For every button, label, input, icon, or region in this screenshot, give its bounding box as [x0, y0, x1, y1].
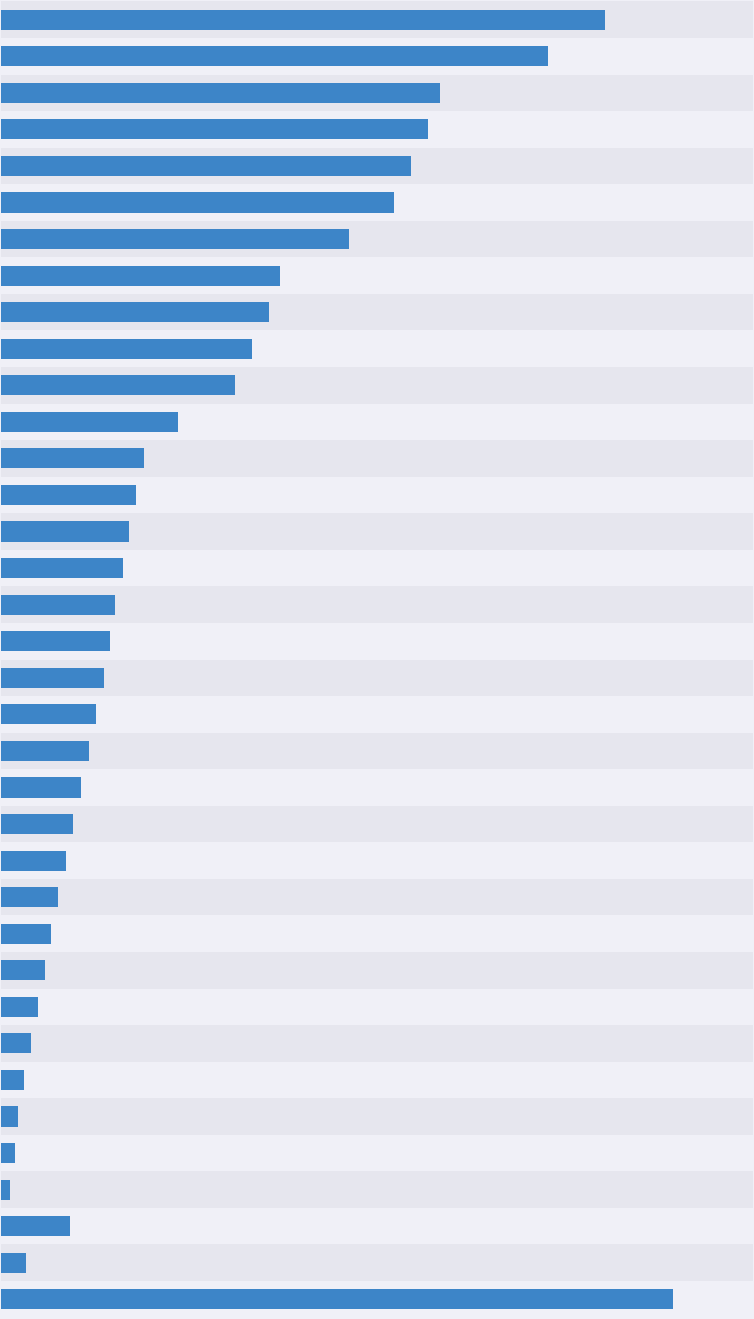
- Bar: [2, 1099, 752, 1134]
- Bar: [2, 1281, 752, 1318]
- Bar: [2, 806, 752, 843]
- Bar: [2, 1, 752, 38]
- Bar: [2, 1171, 752, 1208]
- Bar: [2, 704, 96, 724]
- Bar: [2, 265, 280, 286]
- Bar: [2, 587, 752, 623]
- Bar: [2, 375, 234, 396]
- Bar: [2, 119, 428, 140]
- Bar: [2, 777, 81, 798]
- Bar: [2, 257, 752, 294]
- Bar: [2, 412, 178, 431]
- Bar: [2, 46, 547, 66]
- Bar: [2, 111, 752, 148]
- Bar: [2, 9, 605, 30]
- Bar: [2, 1107, 18, 1126]
- Bar: [2, 302, 269, 322]
- Bar: [2, 294, 752, 331]
- Bar: [2, 156, 411, 175]
- Bar: [2, 331, 752, 367]
- Bar: [2, 696, 752, 732]
- Bar: [2, 997, 38, 1017]
- Bar: [2, 1179, 11, 1200]
- Bar: [2, 441, 752, 476]
- Bar: [2, 1253, 26, 1273]
- Bar: [2, 623, 752, 660]
- Bar: [2, 550, 752, 587]
- Bar: [2, 1025, 752, 1062]
- Bar: [2, 1134, 752, 1171]
- Bar: [2, 220, 752, 257]
- Bar: [2, 193, 394, 212]
- Bar: [2, 732, 752, 769]
- Bar: [2, 741, 89, 761]
- Bar: [2, 814, 73, 834]
- Bar: [2, 38, 752, 74]
- Bar: [2, 513, 752, 550]
- Bar: [2, 595, 115, 615]
- Bar: [2, 339, 252, 359]
- Bar: [2, 1144, 15, 1163]
- Bar: [2, 1245, 752, 1281]
- Bar: [2, 485, 136, 505]
- Bar: [2, 1062, 752, 1099]
- Bar: [2, 185, 752, 220]
- Bar: [2, 74, 752, 111]
- Bar: [2, 851, 66, 871]
- Bar: [2, 667, 104, 687]
- Bar: [2, 632, 109, 652]
- Bar: [2, 988, 752, 1025]
- Bar: [2, 660, 752, 696]
- Bar: [2, 148, 752, 185]
- Bar: [2, 878, 752, 915]
- Bar: [2, 888, 58, 907]
- Bar: [2, 1033, 31, 1054]
- Bar: [2, 1070, 24, 1089]
- Bar: [2, 230, 348, 249]
- Bar: [2, 843, 752, 878]
- Bar: [2, 923, 51, 944]
- Bar: [2, 404, 752, 441]
- Bar: [2, 1208, 752, 1245]
- Bar: [2, 1289, 673, 1310]
- Bar: [2, 521, 129, 542]
- Bar: [2, 448, 144, 468]
- Bar: [2, 367, 752, 404]
- Bar: [2, 476, 752, 513]
- Bar: [2, 558, 123, 578]
- Bar: [2, 769, 752, 806]
- Bar: [2, 952, 752, 988]
- Bar: [2, 83, 440, 103]
- Bar: [2, 1216, 69, 1236]
- Bar: [2, 960, 44, 980]
- Bar: [2, 915, 752, 952]
